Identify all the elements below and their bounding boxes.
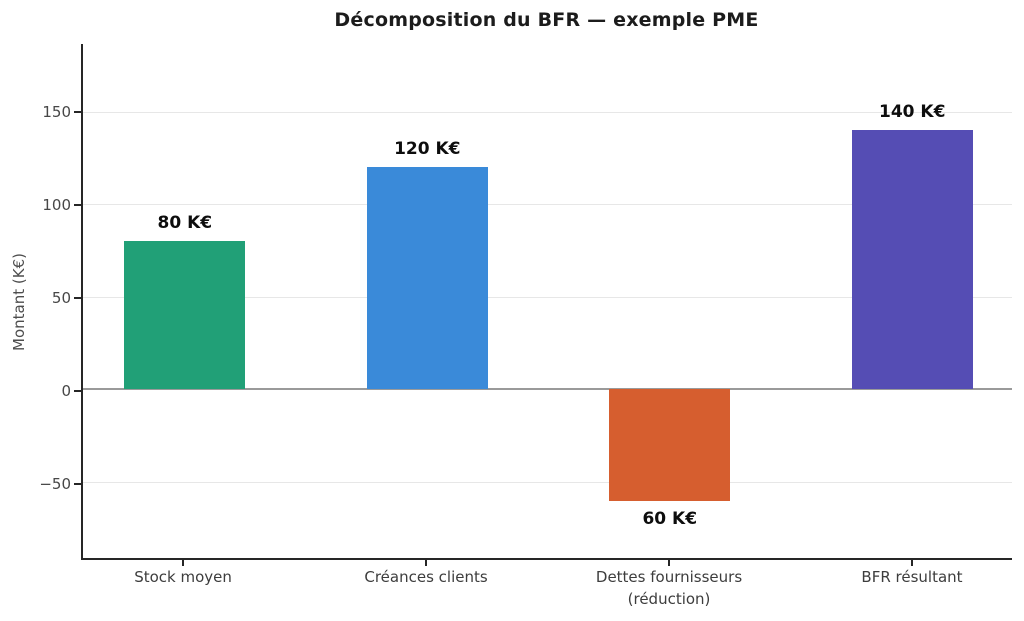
gridline bbox=[83, 482, 1012, 484]
x-tick-mark bbox=[668, 560, 671, 566]
bar-value-label: 140 K€ bbox=[879, 102, 946, 123]
y-tick-mark bbox=[74, 110, 81, 113]
bar-value-label: 60 K€ bbox=[642, 508, 698, 529]
bar-value-label: 80 K€ bbox=[157, 213, 213, 234]
gridline bbox=[83, 204, 1012, 206]
x-tick-mark bbox=[182, 560, 185, 566]
x-tick-label: Stock moyen bbox=[134, 568, 232, 586]
x-tick-mark bbox=[425, 560, 428, 566]
y-tick-mark bbox=[74, 389, 81, 392]
bar-3 bbox=[609, 389, 731, 501]
gridline bbox=[83, 296, 1012, 298]
zero-line bbox=[83, 388, 1012, 391]
y-tick-mark bbox=[74, 203, 81, 206]
bar-4 bbox=[851, 130, 973, 390]
y-tick-label: −50 bbox=[39, 474, 71, 493]
x-tick-label: Dettes fournisseurs (réduction) bbox=[595, 568, 743, 608]
x-tick-label: Créances clients bbox=[364, 568, 488, 586]
y-tick-label: 150 bbox=[42, 102, 71, 121]
x-tick-mark bbox=[911, 560, 913, 566]
x-tick-label: BFR résultant bbox=[861, 568, 963, 586]
y-tick-mark bbox=[74, 482, 81, 485]
y-tick-label: 100 bbox=[42, 195, 71, 214]
chart-title: Décomposition du BFR — exemple PME bbox=[334, 9, 759, 31]
y-tick-label: 0 bbox=[61, 381, 71, 400]
bar-1 bbox=[124, 241, 246, 390]
y-tick-label: 50 bbox=[51, 288, 71, 307]
plot-area: 80 K€ 120 K€ 60 K€ 140 K€ bbox=[81, 44, 1012, 560]
y-tick-mark bbox=[74, 296, 81, 299]
bar-2 bbox=[366, 167, 488, 390]
gridline bbox=[83, 111, 1012, 113]
bar-value-label: 120 K€ bbox=[394, 139, 461, 160]
